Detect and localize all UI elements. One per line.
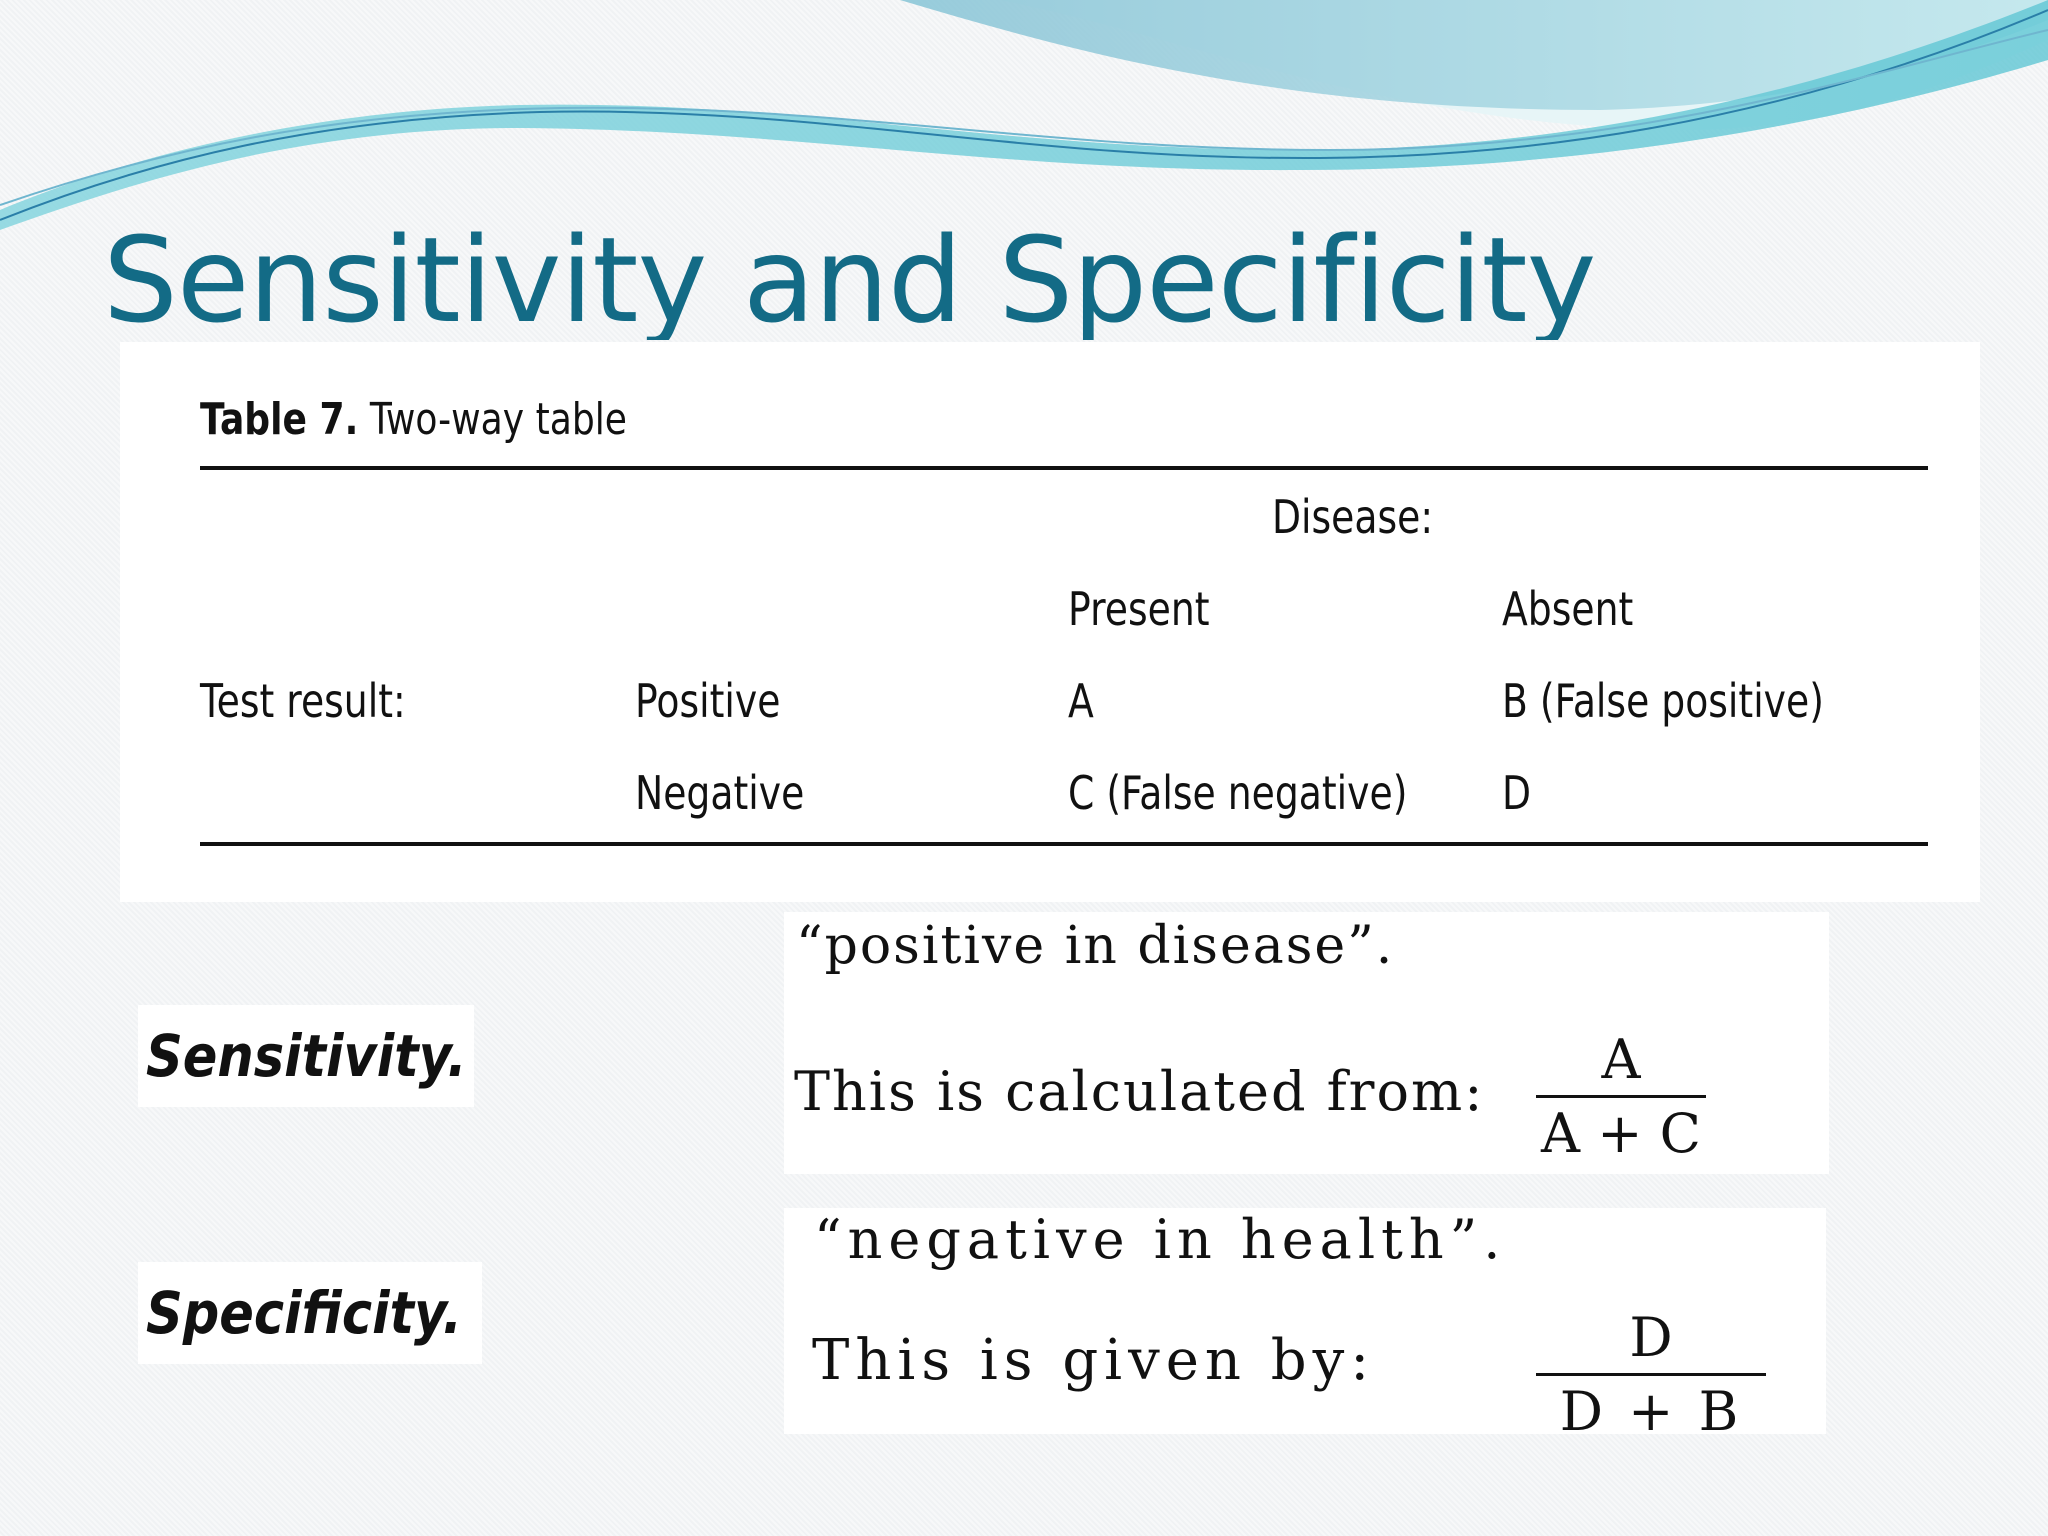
cell-negative-absent: D (1502, 766, 1532, 820)
table-caption-text: Two-way table (369, 394, 627, 445)
sensitivity-numerator: A (1601, 1028, 1641, 1091)
column-header-present: Present (1068, 582, 1210, 636)
specificity-label: Specificity. (138, 1262, 482, 1364)
sensitivity-intro: This is calculated from: (794, 1060, 1485, 1123)
disease-header: Disease: (1272, 490, 1434, 544)
cell-positive-absent: B (False positive) (1502, 674, 1824, 728)
sensitivity-formula: “positive in disease”. This is calculate… (784, 912, 1829, 1174)
specificity-formula: “negative in health”. This is given by: … (784, 1208, 1826, 1443)
header-wave-decoration (0, 0, 2048, 230)
fraction-bar (1536, 1373, 1766, 1376)
sensitivity-quote: “positive in disease”. (796, 916, 1395, 976)
table-top-rule (200, 466, 1928, 470)
fraction-bar (1536, 1095, 1706, 1098)
cell-negative-present: C (False negative) (1068, 766, 1408, 820)
specificity-quote: “negative in health”. (814, 1208, 1507, 1271)
specificity-numerator: D (1629, 1306, 1673, 1369)
specificity-intro: This is given by: (812, 1328, 1376, 1393)
sensitivity-denominator: A + C (1541, 1102, 1701, 1165)
row-header-test-result: Test result: (200, 674, 406, 728)
row-label-negative: Negative (635, 766, 805, 820)
specificity-fraction: D D + B (1536, 1306, 1766, 1443)
table-caption: Table 7. Two-way table (200, 394, 627, 445)
column-header-absent: Absent (1502, 582, 1634, 636)
specificity-label-text: Specificity. (146, 1279, 462, 1347)
sensitivity-label: Sensitivity. (138, 1005, 474, 1107)
two-way-table-figure: Table 7. Two-way table Disease: Present … (120, 342, 1980, 902)
table-bottom-rule (200, 842, 1928, 846)
row-label-positive: Positive (635, 674, 781, 728)
table-caption-number: Table 7. (200, 394, 359, 445)
slide-title: Sensitivity and Specificity (103, 211, 1596, 340)
cell-positive-present: A (1068, 674, 1094, 728)
sensitivity-label-text: Sensitivity. (146, 1022, 467, 1090)
specificity-denominator: D + B (1559, 1380, 1743, 1443)
sensitivity-fraction: A A + C (1536, 1028, 1706, 1165)
